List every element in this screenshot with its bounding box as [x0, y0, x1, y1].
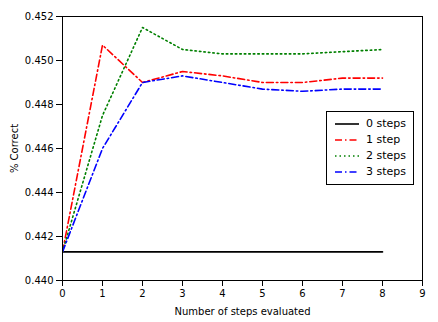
- svg-text:4: 4: [219, 288, 225, 299]
- svg-text:0.444: 0.444: [25, 187, 54, 198]
- svg-text:1: 1: [99, 288, 105, 299]
- svg-text:0.452: 0.452: [25, 11, 54, 22]
- svg-text:0.448: 0.448: [25, 99, 54, 110]
- html-text:2 steps: 2 steps: [366, 149, 406, 162]
- svg-text:9: 9: [419, 288, 425, 299]
- svg-text:7: 7: [339, 288, 345, 299]
- svg-text:0.446: 0.446: [25, 143, 54, 154]
- svg-text:0: 0: [59, 288, 65, 299]
- svg-text:Number of steps evaluated: Number of steps evaluated: [174, 306, 310, 317]
- html-text:1 step: 1 step: [366, 133, 401, 146]
- svg-text:0.440: 0.440: [25, 275, 54, 286]
- svg-text:0.442: 0.442: [25, 231, 54, 242]
- svg-text:6: 6: [299, 288, 305, 299]
- svg-text:5: 5: [259, 288, 265, 299]
- svg-text:3: 3: [179, 288, 185, 299]
- svg-text:0.450: 0.450: [25, 55, 54, 66]
- html-text:3 steps: 3 steps: [366, 165, 406, 178]
- html-text:0 steps: 0 steps: [366, 117, 406, 130]
- svg-text:2: 2: [139, 288, 145, 299]
- svg-text:8: 8: [379, 288, 385, 299]
- svg-text:% Correct: % Correct: [9, 124, 20, 173]
